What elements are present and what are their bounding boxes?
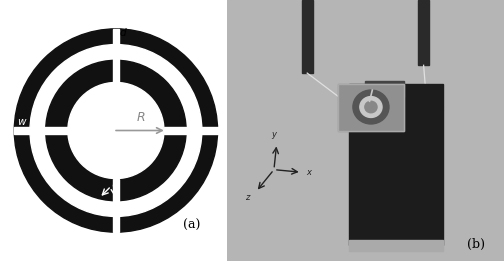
- Bar: [164, 127, 218, 134]
- Bar: [338, 84, 404, 130]
- Text: y: y: [272, 130, 276, 139]
- Text: x: x: [306, 168, 311, 177]
- Bar: [349, 240, 443, 251]
- Text: w: w: [18, 117, 26, 127]
- Bar: [14, 127, 68, 134]
- Bar: [338, 84, 404, 130]
- Bar: [113, 29, 119, 82]
- Bar: [349, 110, 443, 245]
- Text: (b): (b): [467, 238, 485, 251]
- Text: (a): (a): [183, 219, 201, 232]
- Text: R: R: [137, 111, 145, 124]
- Bar: [418, 0, 429, 65]
- Circle shape: [68, 82, 164, 179]
- Circle shape: [353, 90, 389, 124]
- Circle shape: [360, 97, 382, 117]
- Text: d: d: [119, 28, 126, 38]
- Bar: [349, 84, 443, 110]
- Bar: [301, 0, 312, 73]
- Circle shape: [46, 60, 186, 201]
- Circle shape: [14, 29, 218, 232]
- Circle shape: [365, 101, 377, 113]
- Text: z: z: [245, 193, 250, 202]
- Bar: [365, 81, 404, 97]
- Circle shape: [30, 45, 202, 216]
- Bar: [113, 179, 119, 232]
